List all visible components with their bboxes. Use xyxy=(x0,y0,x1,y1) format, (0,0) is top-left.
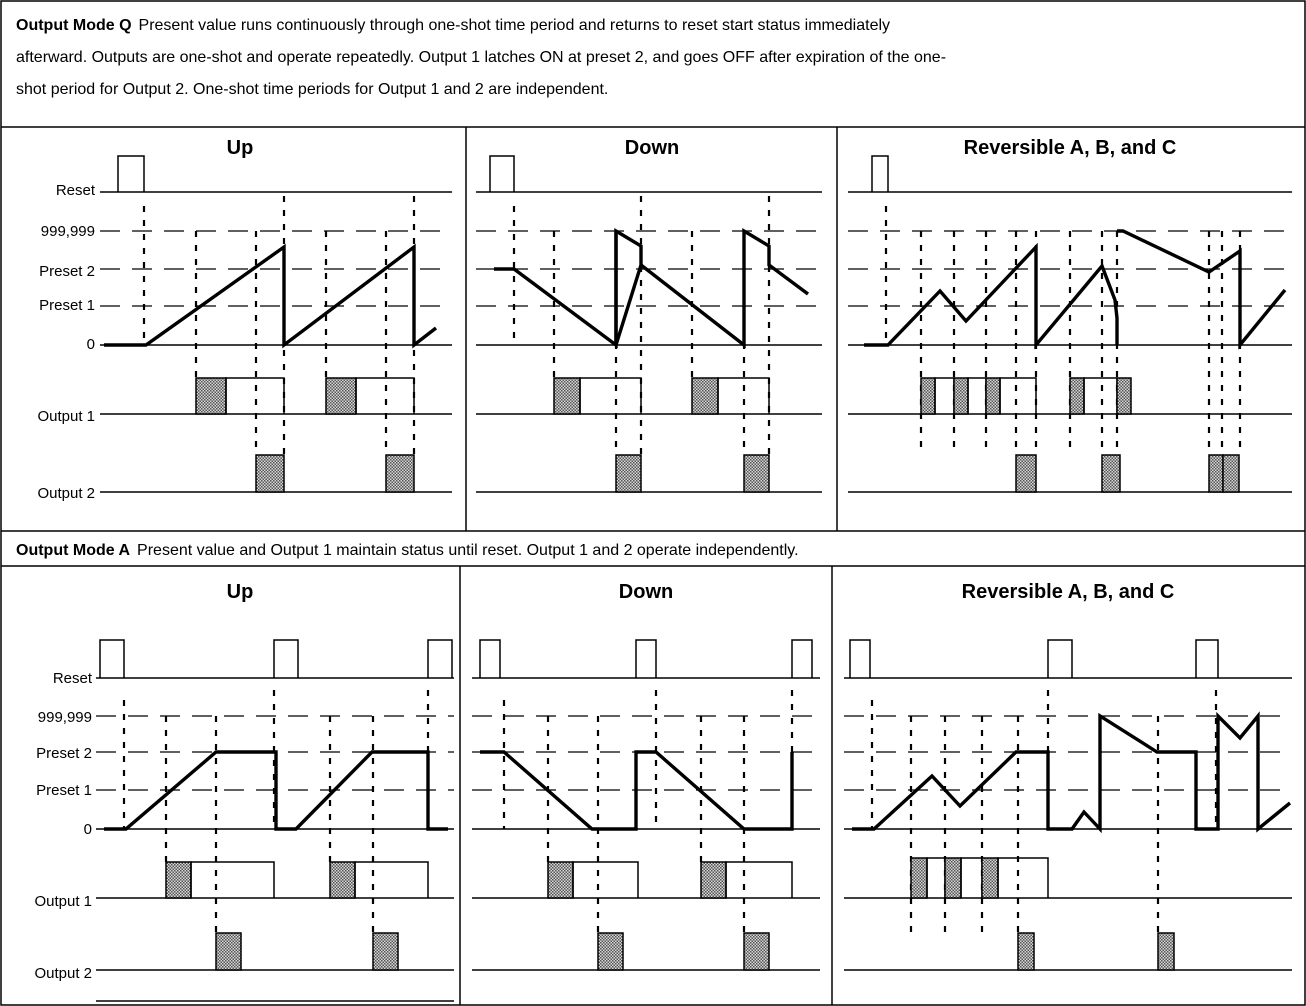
a-output1-label: Output 1 xyxy=(34,893,92,910)
a-rev-present-value xyxy=(852,711,1292,834)
a-up-present-value xyxy=(104,750,448,831)
mode-a-description: Output Mode A Present value and Output 1 … xyxy=(16,542,799,559)
q-down-output1-on-a xyxy=(579,377,642,414)
a-down-reset-pulse-b xyxy=(635,639,657,678)
q-up-output1-hatch-a xyxy=(195,377,227,415)
a-reversible-title: Reversible A, B, and C xyxy=(962,581,1175,603)
q-rev-output1-hatch-c xyxy=(985,377,1001,415)
a-rev-output1-gap-b xyxy=(960,857,983,898)
mode-q-line-1: Present value runs continuously through … xyxy=(139,17,891,34)
q-down-output1-hatch-b xyxy=(691,377,719,415)
a-up-output2-pulse-b xyxy=(372,932,399,971)
q-up-output1-on-b xyxy=(355,377,415,414)
a-rev-reset-pulse-a xyxy=(849,639,871,678)
q-down-output2-pulse-b xyxy=(743,454,770,493)
q-rev-output1-on-c xyxy=(999,377,1037,414)
a-preset2-label: Preset 2 xyxy=(36,745,92,762)
q-rev-output2-pulse-b xyxy=(1101,454,1121,493)
a-down-output2-pulse-b xyxy=(743,932,770,971)
a-down-output1-on-b xyxy=(725,861,793,898)
mode-q-description: Output Mode Q Present value runs continuo… xyxy=(16,17,950,98)
a-up-reset-pulse-b xyxy=(273,639,299,678)
q-reset-label: Reset xyxy=(56,182,96,199)
q-rev-output1-hatch-d xyxy=(1069,377,1085,415)
q-rev-present-value-b xyxy=(1117,229,1287,350)
a-up-output2-pulse-a xyxy=(215,932,242,971)
q-up-present-value xyxy=(104,243,438,349)
q-output2-label: Output 2 xyxy=(37,485,95,502)
q-rev-output2-pulse-d xyxy=(1222,454,1240,493)
q-output1-label: Output 1 xyxy=(37,408,95,425)
mode-a-line-1: Present value and Output 1 maintain stat… xyxy=(137,542,798,559)
a-max-label: 999,999 xyxy=(38,709,92,726)
a-up-title: Up xyxy=(227,581,254,603)
a-preset1-label: Preset 1 xyxy=(36,782,92,799)
a-down-reset-pulse-a xyxy=(479,639,501,678)
q-down-title: Down xyxy=(625,137,679,159)
q-rev-output1-hatch-a xyxy=(920,377,936,415)
q-zero-label: 0 xyxy=(87,336,95,353)
a-rev-reset-pulse-b xyxy=(1047,639,1073,678)
q-rev-reset-pulse xyxy=(871,155,889,192)
a-down-output1-on-a xyxy=(572,861,639,898)
q-up-output1-on-a xyxy=(225,377,285,414)
q-rev-output2-pulse-c xyxy=(1208,454,1224,493)
a-down-output1-hatch-b xyxy=(700,861,727,899)
mode-q-line-2: afterward. Outputs are one-shot and oper… xyxy=(16,49,946,66)
mode-q-label: Output Mode Q xyxy=(16,17,132,34)
q-down-present-value-a xyxy=(494,227,643,349)
timing-waveforms xyxy=(96,155,1292,1002)
a-up-output1-hatch-a xyxy=(165,861,192,899)
q-preset1-label: Preset 1 xyxy=(39,297,95,314)
q-rev-output1-on-d xyxy=(1083,377,1118,414)
a-rev-output1-hatch-c xyxy=(981,857,999,899)
q-rev-output1-gap-a xyxy=(934,377,955,414)
a-up-reset-pulse-a xyxy=(99,639,125,678)
a-row-labels: Reset 999,999 Preset 2 Preset 1 0 Output… xyxy=(34,670,92,982)
a-up-output1-hatch-b xyxy=(329,861,356,899)
q-down-reset-pulse xyxy=(489,155,515,192)
a-up-output1-on-a xyxy=(190,861,275,898)
q-row-labels: Reset 999,999 Preset 2 Preset 1 0 Output… xyxy=(37,182,95,502)
q-down-output2-pulse-a xyxy=(615,454,642,493)
q-down-output1-hatch-a xyxy=(553,377,581,415)
a-rev-output1-hatch-b xyxy=(944,857,962,899)
q-rev-output1-hatch-b xyxy=(953,377,969,415)
q-max-label: 999,999 xyxy=(41,223,95,240)
q-down-output1-on-b xyxy=(717,377,770,414)
a-down-present-value xyxy=(480,750,794,831)
a-zero-label: 0 xyxy=(84,821,92,838)
q-up-output2-pulse-b xyxy=(385,454,415,493)
q-rev-output2-pulse-a xyxy=(1015,454,1037,493)
a-down-output1-hatch-a xyxy=(547,861,574,899)
a-output2-label: Output 2 xyxy=(34,965,92,982)
a-rev-output1-gap-a xyxy=(926,857,946,898)
a-up-output1-on-b xyxy=(354,861,429,898)
q-down-present-value-b xyxy=(639,227,810,349)
q-up-title: Up xyxy=(227,137,254,159)
a-rev-output1-on-c xyxy=(997,857,1049,898)
mode-a-label: Output Mode A xyxy=(16,542,130,559)
a-reset-label: Reset xyxy=(53,670,93,687)
q-reversible-title: Reversible A, B, and C xyxy=(964,137,1177,159)
a-down-output2-pulse-a xyxy=(597,932,624,971)
q-up-reset-pulse xyxy=(117,155,145,192)
q-preset2-label: Preset 2 xyxy=(39,263,95,280)
q-up-output1-hatch-b xyxy=(325,377,357,415)
a-down-reset-pulse-c xyxy=(791,639,813,678)
q-up-output2-pulse-a xyxy=(255,454,285,493)
mode-q-line-3: shot period for Output 2. One-shot time … xyxy=(16,81,608,98)
q-rev-output1-gap-b xyxy=(967,377,987,414)
a-rev-output2-pulse-b xyxy=(1157,932,1175,971)
q-rev-output1-hatch-e xyxy=(1116,377,1132,415)
a-down-title: Down xyxy=(619,581,673,603)
a-rev-reset-pulse-c xyxy=(1195,639,1219,678)
a-rev-output2-pulse-a xyxy=(1017,932,1035,971)
a-up-reset-pulse-c xyxy=(427,639,453,678)
a-rev-output1-hatch-a xyxy=(910,857,928,899)
q-rev-present-value-a xyxy=(864,242,1119,350)
